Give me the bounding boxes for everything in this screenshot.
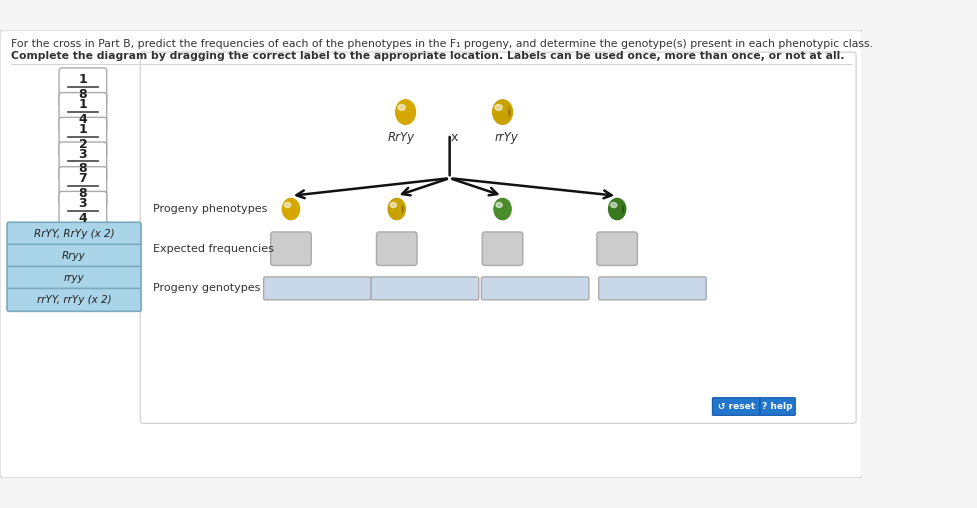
Text: Complete the diagram by dragging the correct label to the appropriate location. : Complete the diagram by dragging the cor…	[11, 51, 843, 61]
Text: ↺ reset: ↺ reset	[717, 402, 754, 411]
Ellipse shape	[610, 203, 616, 208]
Ellipse shape	[388, 199, 404, 219]
Text: RrYy: RrYy	[387, 131, 414, 144]
Text: rrYY, rrYy (x 2): rrYY, rrYy (x 2)	[37, 295, 111, 305]
Ellipse shape	[282, 199, 299, 219]
Ellipse shape	[493, 199, 511, 219]
FancyBboxPatch shape	[7, 244, 141, 267]
Text: 3: 3	[78, 197, 87, 210]
Ellipse shape	[283, 202, 298, 219]
Text: RrYY, RrYy (x 2): RrYY, RrYy (x 2)	[34, 229, 114, 239]
Text: For the cross in Part B, predict the frequencies of each of the phenotypes in th: For the cross in Part B, predict the fre…	[11, 39, 871, 49]
Text: 1: 1	[78, 123, 87, 136]
Text: Expected frequencies: Expected frequencies	[152, 244, 274, 253]
Text: 2: 2	[78, 138, 87, 150]
Ellipse shape	[396, 100, 415, 124]
FancyBboxPatch shape	[59, 192, 106, 230]
Text: 1: 1	[78, 98, 87, 111]
FancyBboxPatch shape	[59, 92, 106, 132]
FancyBboxPatch shape	[7, 266, 141, 289]
Text: 4: 4	[78, 212, 87, 225]
Text: 8: 8	[78, 187, 87, 200]
Ellipse shape	[284, 203, 290, 208]
FancyBboxPatch shape	[598, 277, 705, 300]
Text: ? help: ? help	[762, 402, 792, 411]
FancyBboxPatch shape	[596, 232, 637, 266]
FancyBboxPatch shape	[481, 277, 588, 300]
FancyBboxPatch shape	[59, 68, 106, 107]
FancyBboxPatch shape	[7, 223, 141, 245]
Text: rrYy: rrYy	[494, 131, 519, 144]
FancyBboxPatch shape	[7, 289, 141, 311]
Text: 1: 1	[78, 74, 87, 86]
Ellipse shape	[493, 104, 511, 124]
FancyBboxPatch shape	[59, 142, 106, 181]
FancyBboxPatch shape	[371, 277, 479, 300]
Text: 4: 4	[78, 113, 87, 126]
Ellipse shape	[390, 203, 396, 208]
Text: Progeny genotypes: Progeny genotypes	[152, 283, 260, 294]
Ellipse shape	[608, 199, 625, 219]
Ellipse shape	[398, 105, 404, 110]
Text: 8: 8	[78, 88, 87, 101]
FancyBboxPatch shape	[59, 117, 106, 156]
Ellipse shape	[389, 202, 404, 219]
FancyBboxPatch shape	[264, 277, 371, 300]
FancyBboxPatch shape	[271, 232, 311, 266]
Text: 3: 3	[78, 147, 87, 161]
FancyBboxPatch shape	[376, 232, 416, 266]
Text: 8: 8	[78, 162, 87, 175]
Text: 7: 7	[78, 172, 87, 185]
Ellipse shape	[492, 100, 512, 124]
Ellipse shape	[494, 105, 502, 110]
Text: rryy: rryy	[64, 273, 84, 283]
Text: x: x	[449, 131, 457, 144]
FancyBboxPatch shape	[140, 52, 855, 423]
FancyBboxPatch shape	[59, 167, 106, 206]
FancyBboxPatch shape	[759, 398, 794, 416]
FancyBboxPatch shape	[482, 232, 523, 266]
FancyBboxPatch shape	[0, 30, 862, 478]
Ellipse shape	[494, 202, 509, 219]
Ellipse shape	[495, 203, 502, 208]
Ellipse shape	[609, 202, 624, 219]
Ellipse shape	[397, 104, 413, 124]
Text: Progeny phenotypes: Progeny phenotypes	[152, 204, 267, 214]
FancyBboxPatch shape	[711, 398, 759, 416]
Text: Rryy: Rryy	[63, 251, 86, 261]
